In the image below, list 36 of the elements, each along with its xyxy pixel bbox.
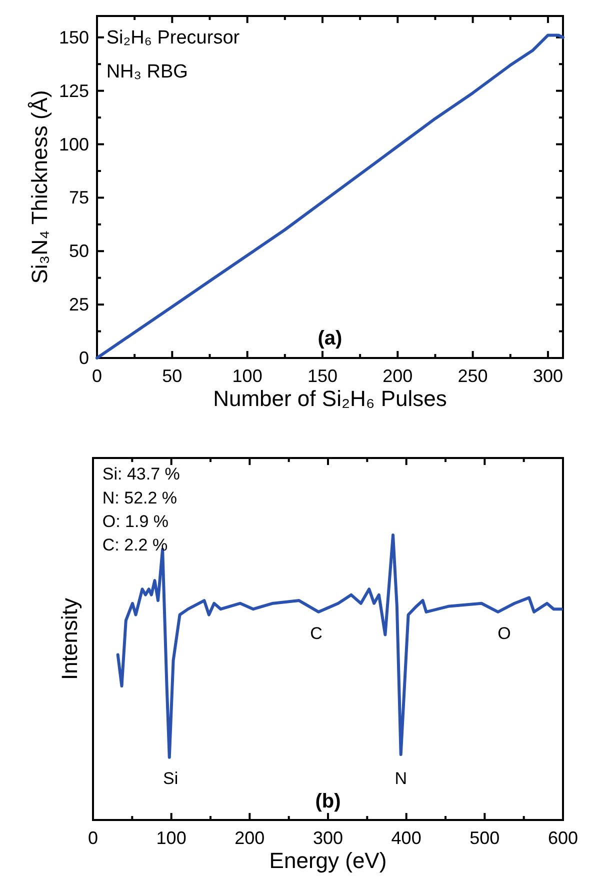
x-tick-label: 50 xyxy=(162,366,182,386)
x-tick-label: 0 xyxy=(92,366,102,386)
annotation: Si xyxy=(162,768,178,788)
x-tick-label: 200 xyxy=(382,366,413,386)
x-tick-label: 400 xyxy=(391,828,422,848)
x-tick-label: 100 xyxy=(156,828,186,848)
annotation: O xyxy=(498,624,511,643)
x-tick-label: 150 xyxy=(307,366,338,386)
x-tick-label: 500 xyxy=(470,828,500,848)
x-tick-label: 600 xyxy=(548,828,578,848)
annotation: N xyxy=(394,768,407,788)
y-tick-label: 0 xyxy=(78,348,89,368)
y-tick-label: 100 xyxy=(58,134,89,154)
x-tick-label: 300 xyxy=(312,828,344,848)
text: Si: 43.7 % xyxy=(102,464,180,484)
x-tick-label: 200 xyxy=(234,828,265,848)
annotation: C: 2.2 % xyxy=(102,535,168,554)
annotation: Si₂H₆ Precursor xyxy=(106,27,240,48)
y-tick-label: 75 xyxy=(68,188,89,208)
y-axis-title: Intensity xyxy=(57,598,82,680)
x-axis-title: Number of Si₂H₆ Pulses xyxy=(213,386,447,411)
y-tick-label: 150 xyxy=(58,27,89,48)
x-tick-label: 100 xyxy=(232,366,262,386)
y-tick-label: 50 xyxy=(68,241,89,262)
text: N: 52.2 % xyxy=(102,488,178,508)
y-axis-title: Si₃N₄ Thickness (Å) xyxy=(27,90,52,284)
annotation: (a) xyxy=(318,327,342,350)
y-tick-label: 25 xyxy=(68,294,89,315)
text: O: 1.9 % xyxy=(102,512,169,531)
annotation: (b) xyxy=(315,790,341,812)
annotation: NH₃ RBG xyxy=(106,62,188,83)
x-axis-title: Energy (eV) xyxy=(269,848,387,873)
x-tick-label: 300 xyxy=(532,366,563,386)
annotation: C xyxy=(310,624,322,643)
x-tick-label: 250 xyxy=(458,366,488,386)
y-tick-label: 125 xyxy=(58,80,89,101)
